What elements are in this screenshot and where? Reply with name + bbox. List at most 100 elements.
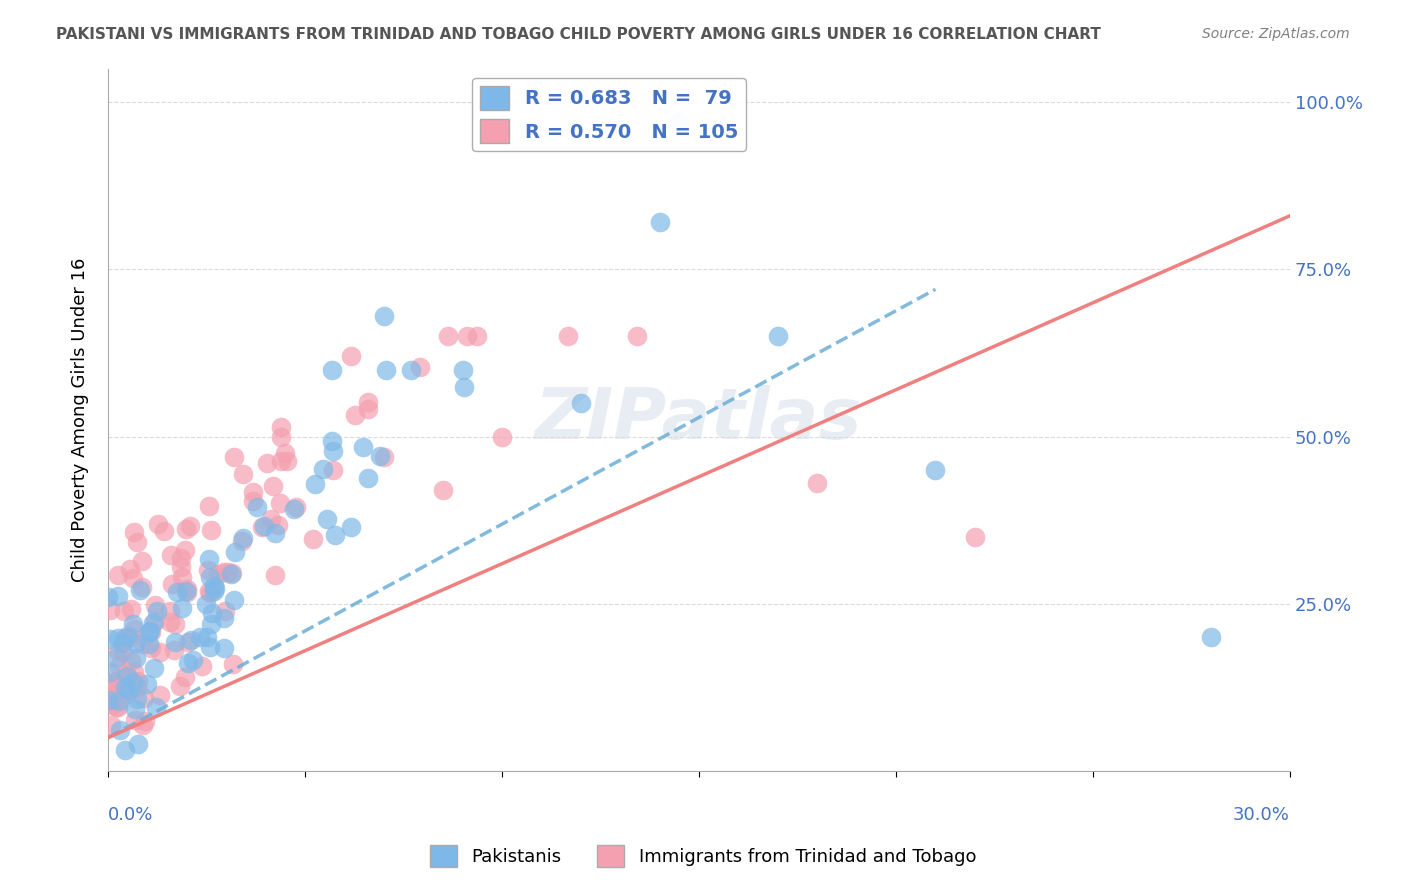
Point <box>127 534 149 549</box>
Point <box>131 554 153 568</box>
Point <box>176 635 198 649</box>
Point <box>274 445 297 459</box>
Point <box>121 630 143 644</box>
Point <box>924 463 946 477</box>
Point <box>276 454 298 468</box>
Point <box>270 454 292 468</box>
Text: Source: ZipAtlas.com: Source: ZipAtlas.com <box>1202 27 1350 41</box>
Y-axis label: Child Poverty Among Girls Under 16: Child Poverty Among Girls Under 16 <box>72 258 89 582</box>
Point <box>124 713 146 727</box>
Point <box>181 653 204 667</box>
Point <box>132 718 155 732</box>
Point <box>321 362 343 376</box>
Point <box>373 450 395 465</box>
Point <box>114 687 136 701</box>
Point <box>224 545 246 559</box>
Point <box>163 635 186 649</box>
Point <box>409 359 432 374</box>
Point <box>198 584 221 599</box>
Point <box>124 636 146 650</box>
Point <box>120 602 142 616</box>
Point <box>200 523 222 537</box>
Point <box>250 519 273 533</box>
Point <box>322 444 344 458</box>
Point <box>97 684 120 698</box>
Point <box>195 630 218 644</box>
Point <box>242 493 264 508</box>
Point <box>432 483 454 497</box>
Point <box>212 610 235 624</box>
Point <box>160 577 183 591</box>
Point <box>262 478 284 492</box>
Point <box>124 702 146 716</box>
Point <box>246 500 269 514</box>
Point <box>101 693 124 707</box>
Point <box>214 604 236 618</box>
Point <box>98 632 121 646</box>
Point <box>212 640 235 655</box>
Point <box>176 583 198 598</box>
Point <box>97 692 120 706</box>
Point <box>107 589 129 603</box>
Point <box>107 699 129 714</box>
Point <box>139 624 162 638</box>
Point <box>221 566 243 580</box>
Point <box>105 675 128 690</box>
Point <box>198 586 221 600</box>
Point <box>127 692 149 706</box>
Point <box>339 519 361 533</box>
Point <box>138 637 160 651</box>
Point <box>451 362 474 376</box>
Point <box>170 551 193 566</box>
Point <box>153 524 176 538</box>
Point <box>179 519 201 533</box>
Point <box>170 559 193 574</box>
Point <box>374 362 396 376</box>
Point <box>111 636 134 650</box>
Point <box>626 329 648 343</box>
Point <box>176 585 198 599</box>
Point <box>190 659 212 673</box>
Point <box>97 591 120 605</box>
Point <box>188 630 211 644</box>
Point <box>142 661 165 675</box>
Point <box>224 593 246 607</box>
Point <box>373 309 395 323</box>
Point <box>437 329 460 343</box>
Point <box>145 700 167 714</box>
Point <box>134 714 156 728</box>
Point <box>97 680 120 694</box>
Legend: R = 0.683   N =  79, R = 0.570   N = 105: R = 0.683 N = 79, R = 0.570 N = 105 <box>472 78 747 151</box>
Point <box>127 674 149 689</box>
Point <box>198 640 221 654</box>
Point <box>222 450 245 465</box>
Point <box>232 467 254 482</box>
Point <box>267 518 290 533</box>
Point <box>453 380 475 394</box>
Point <box>100 665 122 680</box>
Point <box>107 644 129 658</box>
Point <box>138 625 160 640</box>
Point <box>352 441 374 455</box>
Point <box>170 570 193 584</box>
Point <box>146 604 169 618</box>
Point <box>124 665 146 680</box>
Point <box>141 625 163 640</box>
Point <box>107 632 129 646</box>
Point <box>176 582 198 597</box>
Text: PAKISTANI VS IMMIGRANTS FROM TRINIDAD AND TOBAGO CHILD POVERTY AMONG GIRLS UNDER: PAKISTANI VS IMMIGRANTS FROM TRINIDAD AN… <box>56 27 1101 42</box>
Point <box>231 534 253 549</box>
Point <box>100 717 122 731</box>
Point <box>112 645 135 659</box>
Point <box>142 616 165 631</box>
Point <box>269 496 291 510</box>
Point <box>101 698 124 713</box>
Point <box>198 570 221 584</box>
Point <box>557 329 579 343</box>
Point <box>114 743 136 757</box>
Point <box>104 700 127 714</box>
Point <box>108 659 131 673</box>
Point <box>108 723 131 737</box>
Point <box>115 629 138 643</box>
Point <box>146 516 169 531</box>
